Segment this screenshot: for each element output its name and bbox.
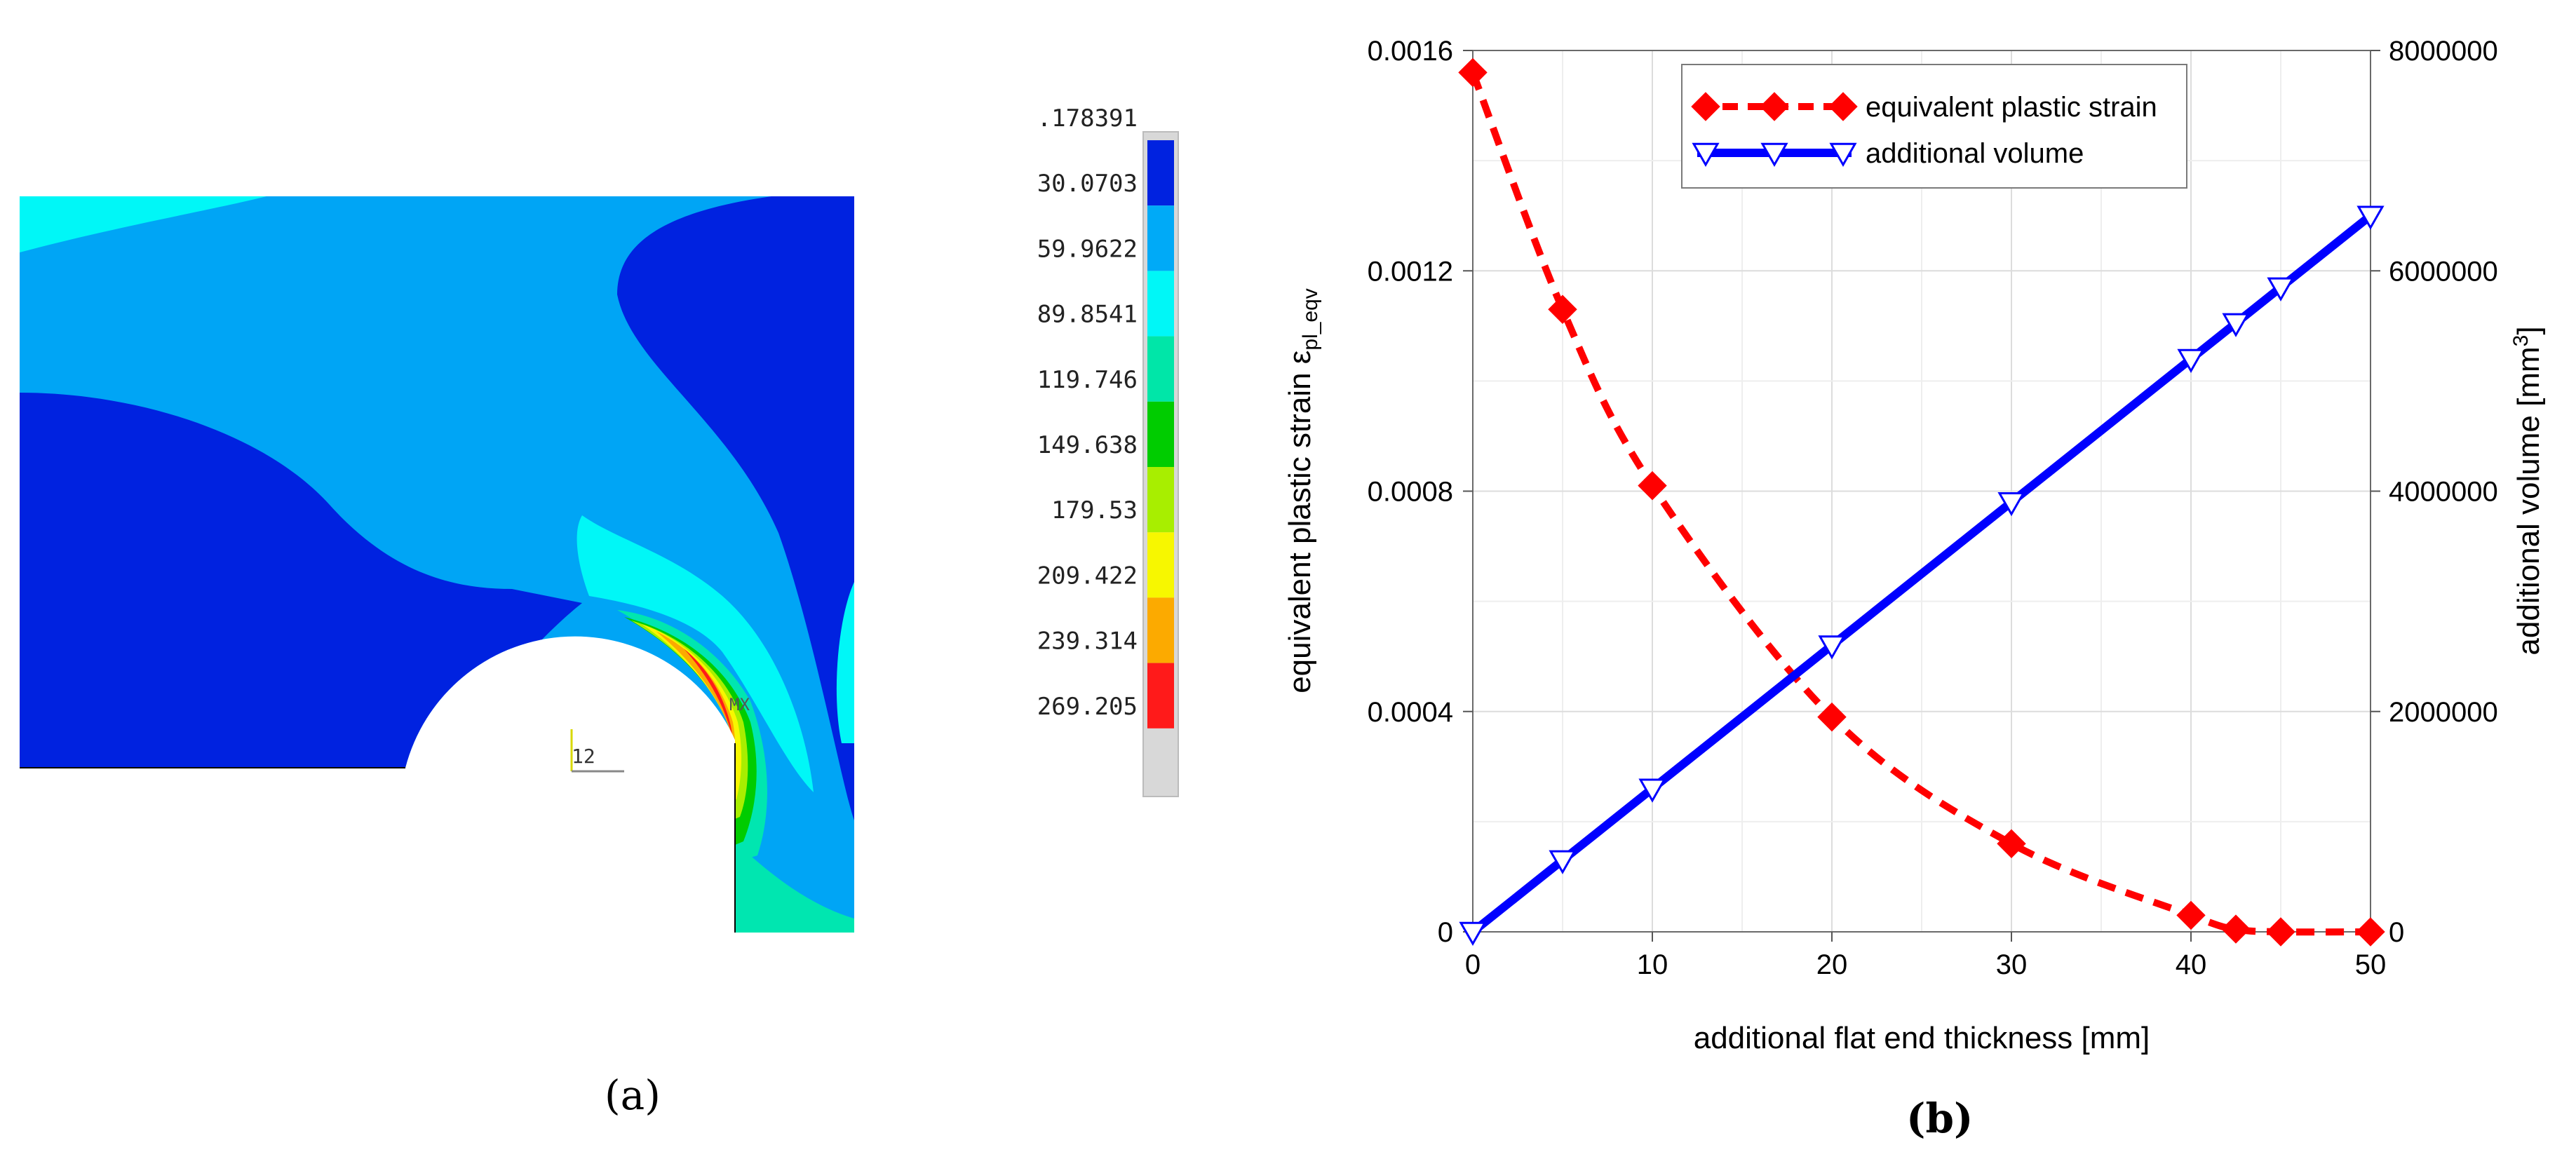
caption-a: (a) [605, 1071, 661, 1119]
color-legend-swatch [1147, 663, 1174, 729]
y-right-axis-label-end: ] [2511, 326, 2546, 334]
y-left-axis-label: equivalent plastic strain εpl_eqv [1283, 288, 1322, 693]
data-point-diamond [1548, 294, 1577, 324]
data-point-triangle [1997, 492, 2025, 517]
x-axis-label: additional flat end thickness [mm] [1694, 1021, 2150, 1055]
contour-plot-panel: 12 MX .178391 30.0703 59.9622 89.8541 119.74… [20, 104, 1179, 1119]
y-left-axis-ticks: 0 0.0004 0.0008 0.0012 0.0016 [1368, 36, 1473, 948]
y-left-axis-label-main: equivalent plastic strain ε [1283, 351, 1317, 693]
x-axis-ticks: 0 10 20 30 40 50 [1465, 932, 2386, 980]
y-right-tick-label: 0 [2389, 917, 2404, 948]
y-right-tick-label: 8000000 [2389, 36, 2498, 67]
caption-b: (b) [1906, 1095, 1973, 1142]
data-point-diamond [1458, 57, 1488, 88]
legend-marker-diamond [1828, 92, 1858, 121]
x-tick-label: 0 [1465, 949, 1481, 980]
legend-marker-triangle [1760, 142, 1788, 168]
x-tick-label: 30 [1996, 949, 2028, 980]
y-right-tick-label: 2000000 [2389, 697, 2498, 728]
data-point-diamond [2221, 914, 2251, 944]
data-point-diamond [1997, 829, 2026, 859]
data-point-triangle [1549, 850, 1577, 874]
color-legend: .178391 30.0703 59.9622 89.8541 119.746 149.6… [1037, 104, 1179, 797]
legend-marker-triangle [1692, 142, 1720, 168]
y-right-tick-label: 4000000 [2389, 477, 2498, 508]
x-tick-label: 20 [1816, 949, 1848, 980]
data-point-diamond [1638, 470, 1667, 501]
color-legend-value: 269.205 [1037, 693, 1138, 721]
data-point-diamond [2266, 917, 2295, 947]
y-right-tick-label: 6000000 [2389, 256, 2498, 287]
line-chart-panel: 0 10 20 30 40 50 0 0.0004 0.0008 0.0012 0.0016 0 2… [1283, 36, 2546, 1142]
series-layer [1458, 57, 2385, 947]
legend-marker-diamond [1691, 92, 1720, 121]
legend-label: additional volume [1866, 138, 2084, 169]
color-legend-swatch [1147, 336, 1174, 402]
data-point-triangle [2356, 205, 2385, 230]
contour-cyan-corner [20, 196, 267, 252]
color-legend-value: 179.53 [1051, 496, 1138, 524]
x-tick-label: 10 [1637, 949, 1668, 980]
data-point-triangle [2222, 313, 2250, 337]
y-right-axis-ticks: 0 2000000 4000000 6000000 8000000 [2371, 36, 2498, 948]
y-right-axis-label: additional volume [mm3] [2509, 326, 2546, 655]
x-tick-label: 50 [2355, 949, 2387, 980]
contour-aqua-bottom [735, 841, 854, 933]
legend-label: equivalent plastic strain [1866, 92, 2157, 123]
color-legend-value: 209.422 [1037, 562, 1138, 590]
color-legend-swatch [1147, 597, 1174, 663]
color-legend-value: 239.314 [1037, 628, 1138, 656]
color-legend-swatch [1147, 401, 1174, 467]
color-legend-value: 149.638 [1037, 431, 1138, 459]
y-left-tick-label: 0.0008 [1368, 477, 1453, 508]
node-label: 12 [572, 745, 595, 768]
data-point-diamond [1817, 702, 1847, 732]
color-legend-value: 59.9622 [1037, 235, 1138, 263]
y-right-axis-label-superscript: 3 [2509, 335, 2533, 347]
legend-marker-diamond [1760, 92, 1789, 121]
chart-legend: equivalent plastic strain additional volu… [1681, 64, 2187, 189]
contour-dark-blue-right [617, 196, 854, 820]
contour-dark-blue-left [20, 393, 582, 768]
data-point-triangle [1638, 778, 1666, 803]
color-legend-value: 30.0703 [1037, 170, 1138, 198]
color-legend-value: 89.8541 [1037, 301, 1138, 329]
data-point-triangle [2267, 277, 2295, 301]
x-tick-label: 40 [2176, 949, 2207, 980]
contour-cyan-right [836, 582, 854, 743]
contour-cyan-middle [576, 515, 814, 792]
color-legend-swatch [1147, 467, 1174, 533]
color-legend-swatch [1147, 532, 1174, 598]
data-point-triangle [1818, 635, 1846, 660]
y-left-axis-label-subscript: pl_eqv [1299, 288, 1322, 350]
y-left-tick-label: 0.0012 [1368, 256, 1453, 287]
color-legend-swatch [1147, 140, 1174, 206]
color-legend-value: 119.746 [1037, 366, 1138, 394]
color-legend-swatch [1147, 271, 1174, 337]
legend-box [1681, 64, 2187, 189]
y-left-tick-label: 0 [1438, 917, 1453, 948]
max-marker-label: MX [729, 695, 750, 714]
data-point-diamond [2176, 900, 2206, 930]
legend-marker-triangle [1829, 142, 1857, 168]
color-legend-swatch [1147, 205, 1174, 271]
y-right-axis-label-main: additional volume [mm [2511, 346, 2546, 655]
color-legend-value: .178391 [1037, 104, 1138, 133]
data-point-triangle [2177, 348, 2205, 373]
y-left-tick-label: 0.0004 [1368, 697, 1453, 728]
fea-model [20, 196, 854, 933]
data-point-diamond [2356, 917, 2385, 947]
y-left-tick-label: 0.0016 [1368, 36, 1453, 67]
contour-aqua-band [617, 610, 767, 862]
data-point-triangle [1459, 921, 1487, 947]
